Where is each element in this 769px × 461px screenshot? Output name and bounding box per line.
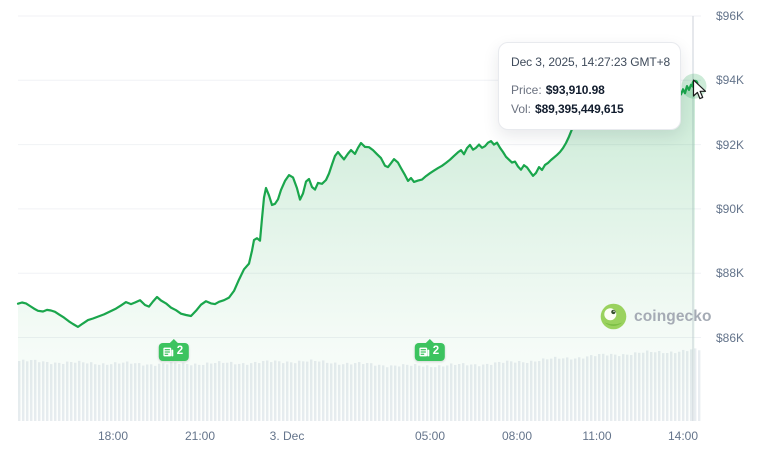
x-axis-label: 14:00 bbox=[667, 429, 699, 443]
x-axis-label: 11:00 bbox=[582, 429, 612, 443]
news-badge-count: 2 bbox=[176, 345, 184, 357]
tooltip-timestamp: Dec 3, 2025, 14:27:23 GMT+8 bbox=[511, 55, 671, 69]
x-axis-label: 21:00 bbox=[184, 429, 216, 443]
newspaper-icon bbox=[163, 347, 174, 357]
tooltip-price-label: Price: bbox=[511, 83, 542, 97]
coingecko-wordmark: coingecko bbox=[634, 307, 712, 325]
tooltip-volume-label: Vol: bbox=[511, 102, 532, 116]
x-axis-label: 05:00 bbox=[414, 429, 446, 443]
x-axis-label: 18:00 bbox=[97, 429, 129, 443]
x-axis-label: 3. Dec bbox=[269, 429, 305, 443]
price-area-fill bbox=[18, 83, 695, 421]
tooltip-volume-row: Vol: $89,395,449,615 bbox=[511, 100, 668, 119]
y-axis-label: $94K bbox=[716, 73, 745, 88]
x-axis-label: 08:00 bbox=[501, 429, 533, 443]
coingecko-watermark: coingecko bbox=[600, 303, 712, 330]
mouse-cursor-icon bbox=[692, 79, 707, 100]
newspaper-icon bbox=[419, 347, 430, 357]
tooltip-price-value: $93,910.98 bbox=[545, 83, 605, 97]
y-axis-label: $90K bbox=[716, 201, 745, 216]
tooltip-price-row: Price: $93,910.98 bbox=[511, 81, 668, 100]
y-axis-label: $96K bbox=[716, 9, 745, 23]
news-badge[interactable]: 2 bbox=[414, 343, 446, 361]
coingecko-logo-icon bbox=[600, 303, 627, 330]
tooltip-volume-value: $89,395,449,615 bbox=[535, 102, 624, 116]
y-axis-label: $88K bbox=[716, 266, 745, 281]
y-axis-label: $86K bbox=[716, 330, 745, 345]
news-badge-count: 2 bbox=[432, 345, 440, 357]
news-badge[interactable]: 2 bbox=[158, 343, 190, 361]
y-axis-label: $92K bbox=[716, 137, 745, 152]
chart-tooltip: Dec 3, 2025, 14:27:23 GMT+8 Price: $93,91… bbox=[498, 42, 681, 130]
